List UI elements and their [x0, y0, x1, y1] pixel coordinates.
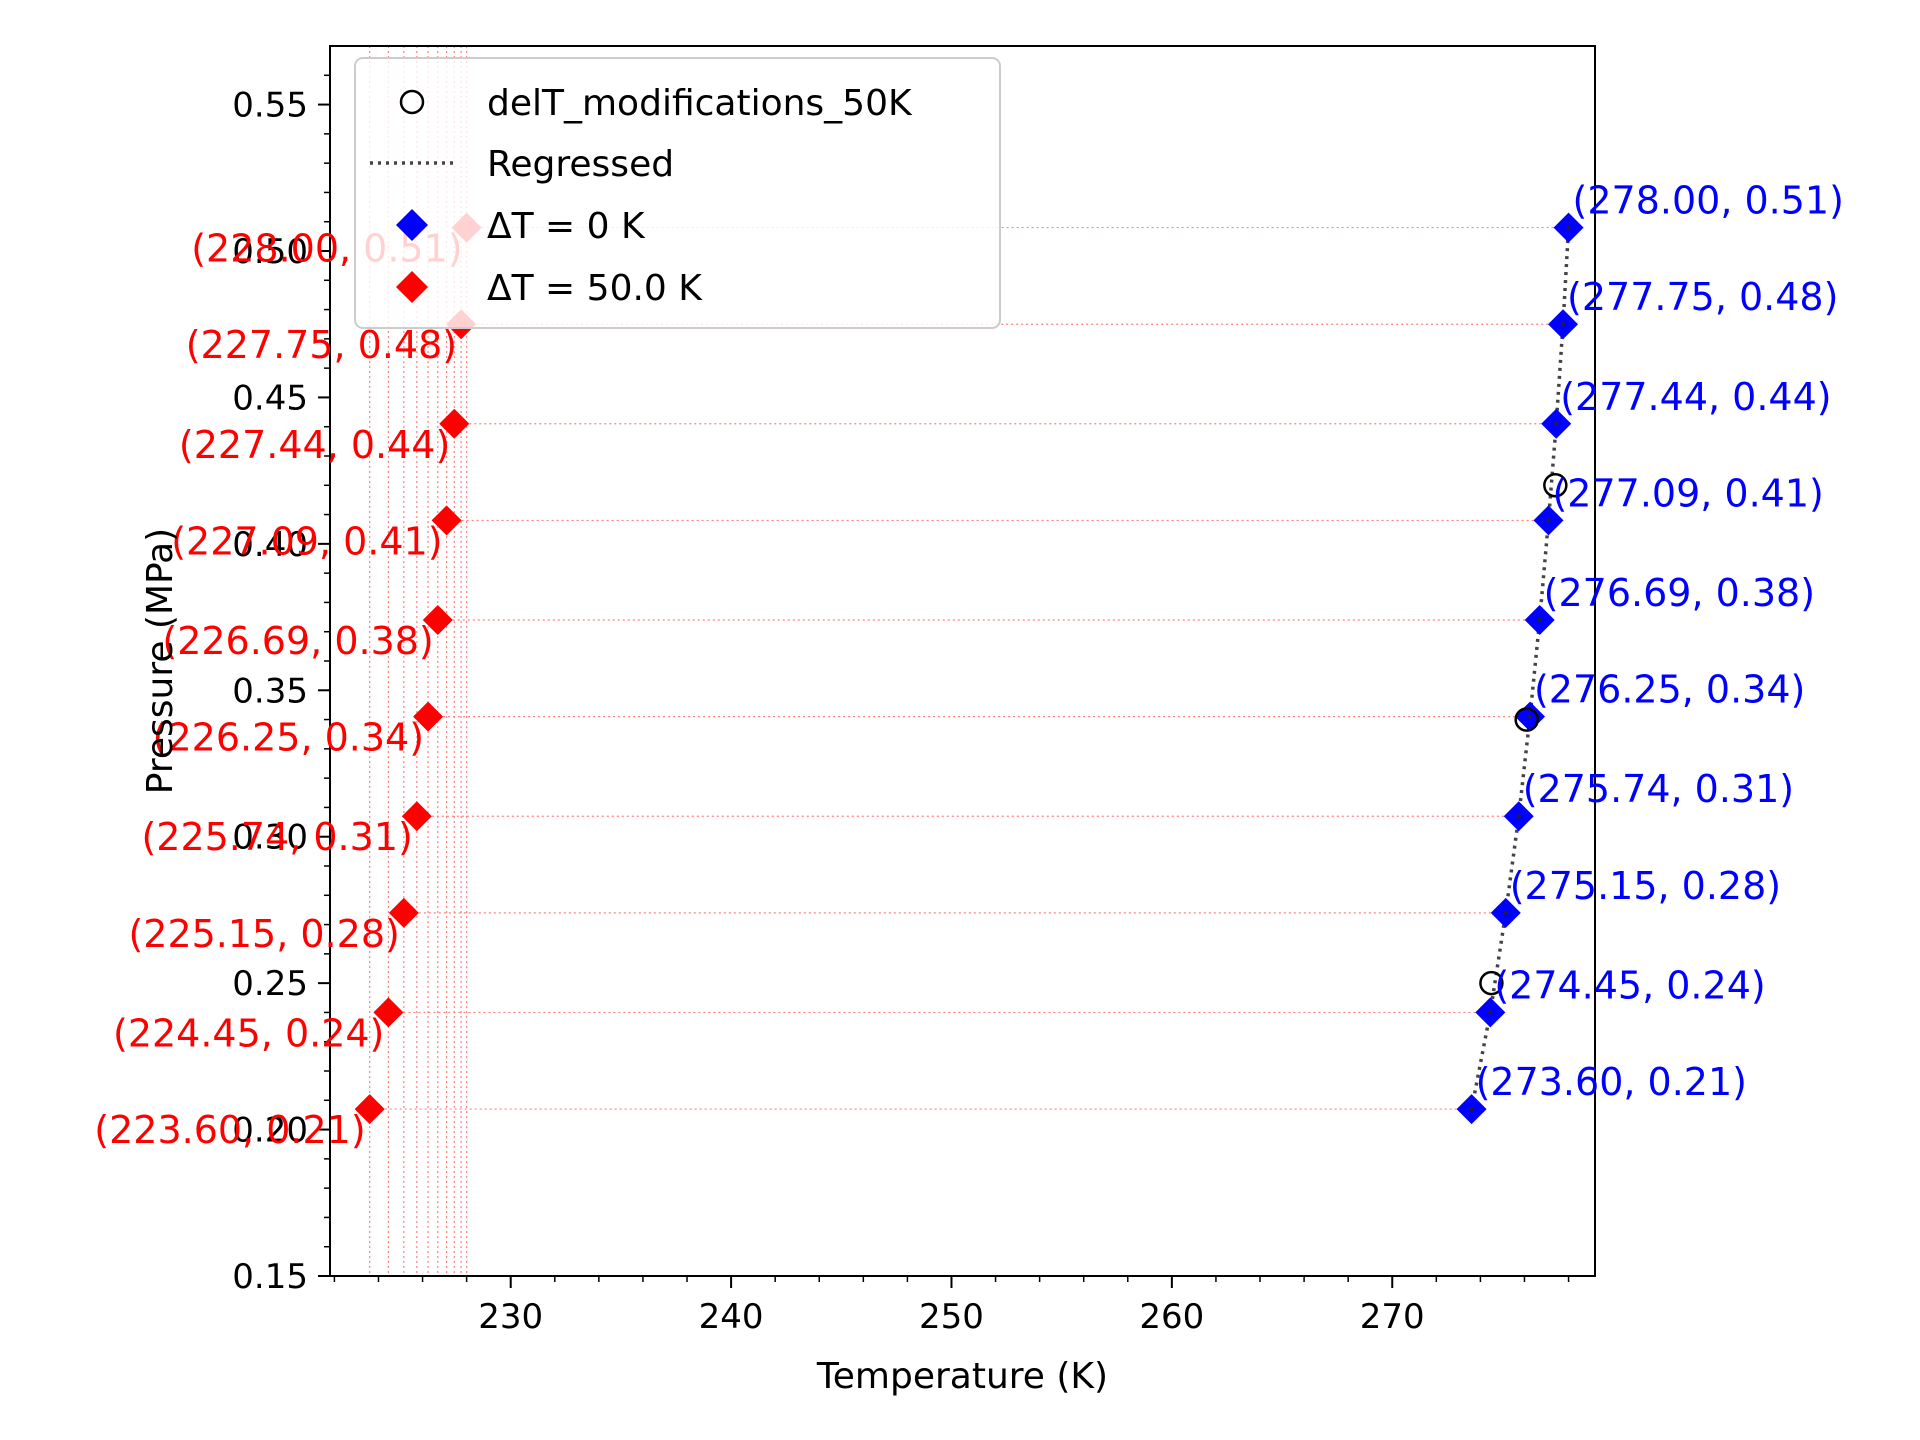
legend-label: Regressed: [487, 144, 674, 185]
y-tick-label: 0.20: [232, 1111, 308, 1151]
blue-point-label: (277.75, 0.48): [1567, 275, 1838, 319]
diamond-markers: [354, 212, 1584, 1125]
red-point-label: (225.15, 0.28): [128, 912, 399, 956]
legend-box: [354, 57, 1001, 329]
y-tick-label: 0.45: [232, 378, 308, 418]
legend-label: ΔT = 50.0 K: [487, 268, 703, 309]
legend-label: delT_modifications_50K: [487, 83, 913, 124]
x-tick-label: 240: [699, 1297, 764, 1337]
red-diamond-point: [354, 1094, 385, 1125]
regressed-dot: [1527, 714, 1532, 719]
red-point-label: (225.74, 0.31): [141, 815, 412, 859]
circle-point: [1479, 970, 1504, 996]
legend-circle-icon: [399, 89, 425, 115]
red-point-label: (224.45, 0.24): [113, 1011, 384, 1055]
blue-point-label: (275.15, 0.28): [1510, 864, 1781, 908]
legend: delT_modifications_50K Regressed ΔT = 0 K Δ…: [354, 57, 1001, 329]
red-point-label: (227.75, 0.48): [186, 323, 457, 367]
regressed-dot: [1566, 225, 1571, 230]
red-point-label: (227.44, 0.44): [179, 423, 450, 467]
y-tick-label: 0.55: [232, 86, 308, 126]
circle-point: [1514, 707, 1539, 732]
red-point-label: (226.25, 0.34): [153, 716, 424, 760]
regressed-dot: [1503, 910, 1508, 915]
blue-point-label: (277.09, 0.41): [1552, 471, 1823, 515]
y-tick-label: 0.15: [232, 1257, 308, 1297]
red-point-label: (227.09, 0.41): [171, 519, 442, 563]
y-tick-label: 0.35: [232, 671, 308, 711]
red-point-label: (223.60, 0.21): [94, 1108, 365, 1152]
regressed-dot: [1561, 322, 1566, 327]
x-tick-label: 270: [1360, 1297, 1425, 1337]
regressed-dot: [1546, 518, 1551, 523]
x-tick-label: 230: [478, 1297, 543, 1337]
axes: 230 240 250 260 270 0.15 0.20 0.25 0.30 0.35 0.40 0…: [232, 45, 1596, 1337]
red-point-label: (226.69, 0.38): [162, 619, 433, 663]
y-tick-label: 0.30: [232, 818, 308, 858]
red-diamond-point: [431, 505, 462, 536]
y-tick-label: 0.40: [232, 525, 308, 565]
blue-point-label: (274.45, 0.24): [1494, 963, 1765, 1007]
legend-label: ΔT = 0 K: [487, 206, 646, 247]
blue-point-label: (276.69, 0.38): [1544, 571, 1815, 615]
red-diamond-point: [422, 605, 453, 635]
regressed-dot: [1516, 814, 1521, 819]
blue-point-label: (278.00, 0.51): [1573, 179, 1844, 223]
red-diamond-point: [388, 897, 419, 928]
blue-point-label: (277.44, 0.44): [1560, 375, 1831, 419]
circle-point: [1543, 473, 1568, 498]
regressed-dot: [1554, 421, 1559, 426]
x-tick-label: 250: [919, 1297, 984, 1337]
y-tick-label: 0.50: [232, 232, 308, 272]
y-axis-label: Pressure (MPa): [140, 528, 181, 794]
regressed-dot: [1488, 1010, 1493, 1015]
red-diamond-point: [373, 997, 404, 1028]
red-diamond-point: [439, 408, 470, 439]
red-diamond-point: [401, 801, 432, 832]
blue-point-label: (275.74, 0.31): [1523, 767, 1794, 811]
legend-red-diamond-icon: [396, 271, 428, 303]
blue-point-label: (273.60, 0.21): [1476, 1060, 1747, 1104]
legend-blue-diamond-icon: [396, 209, 428, 241]
regressed-dot: [1537, 618, 1542, 622]
x-axis-label: Temperature (K): [816, 1356, 1108, 1397]
x-tick-label: 260: [1139, 1297, 1204, 1337]
circle-markers: [1479, 473, 1568, 996]
blue-point-label: (276.25, 0.34): [1534, 668, 1805, 712]
regressed-dot: [1469, 1107, 1474, 1112]
red-diamond-point: [413, 701, 444, 732]
y-tick-label: 0.25: [232, 964, 308, 1004]
